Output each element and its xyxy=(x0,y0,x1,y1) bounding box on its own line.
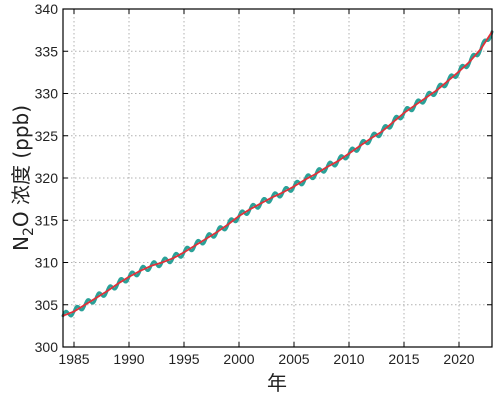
y-tick-label: 320 xyxy=(35,170,59,186)
x-tick-labels: 1985 1990 1995 2000 2005 2010 2015 2020 xyxy=(58,351,474,367)
x-tick-label: 2000 xyxy=(223,351,254,367)
x-tick-label: 2015 xyxy=(388,351,419,367)
data-series xyxy=(61,30,494,318)
trend-series-line xyxy=(62,30,493,317)
y-tick-label: 340 xyxy=(35,1,59,17)
grid-lines xyxy=(63,9,492,347)
axis-ticks xyxy=(63,8,492,348)
x-tick-label: 2020 xyxy=(443,351,474,367)
x-tick-label: 2010 xyxy=(333,351,364,367)
y-tick-label: 315 xyxy=(35,212,59,228)
y-tick-label: 300 xyxy=(35,339,59,355)
x-tick-label: 1995 xyxy=(168,351,199,367)
y-axis-title-prefix: N xyxy=(9,236,33,251)
y-tick-label: 305 xyxy=(35,297,59,313)
y-axis-title-subscript: 2 xyxy=(21,227,37,236)
y-tick-labels: 300 305 310 315 320 325 330 335 340 xyxy=(35,1,59,355)
y-axis-title-suffix: O 浓度 (ppb) xyxy=(9,105,33,227)
x-tick-label: 1985 xyxy=(58,351,89,367)
y-tick-label: 310 xyxy=(35,255,59,271)
x-axis-title: 年 xyxy=(267,371,287,395)
y-tick-label: 325 xyxy=(35,128,59,144)
y-axis-title: N2O 浓度 (ppb) xyxy=(9,105,37,251)
y-tick-label: 330 xyxy=(35,86,59,102)
y-tick-label: 335 xyxy=(35,43,59,59)
x-tick-label: 2005 xyxy=(278,351,309,367)
x-tick-label: 1990 xyxy=(113,351,144,367)
